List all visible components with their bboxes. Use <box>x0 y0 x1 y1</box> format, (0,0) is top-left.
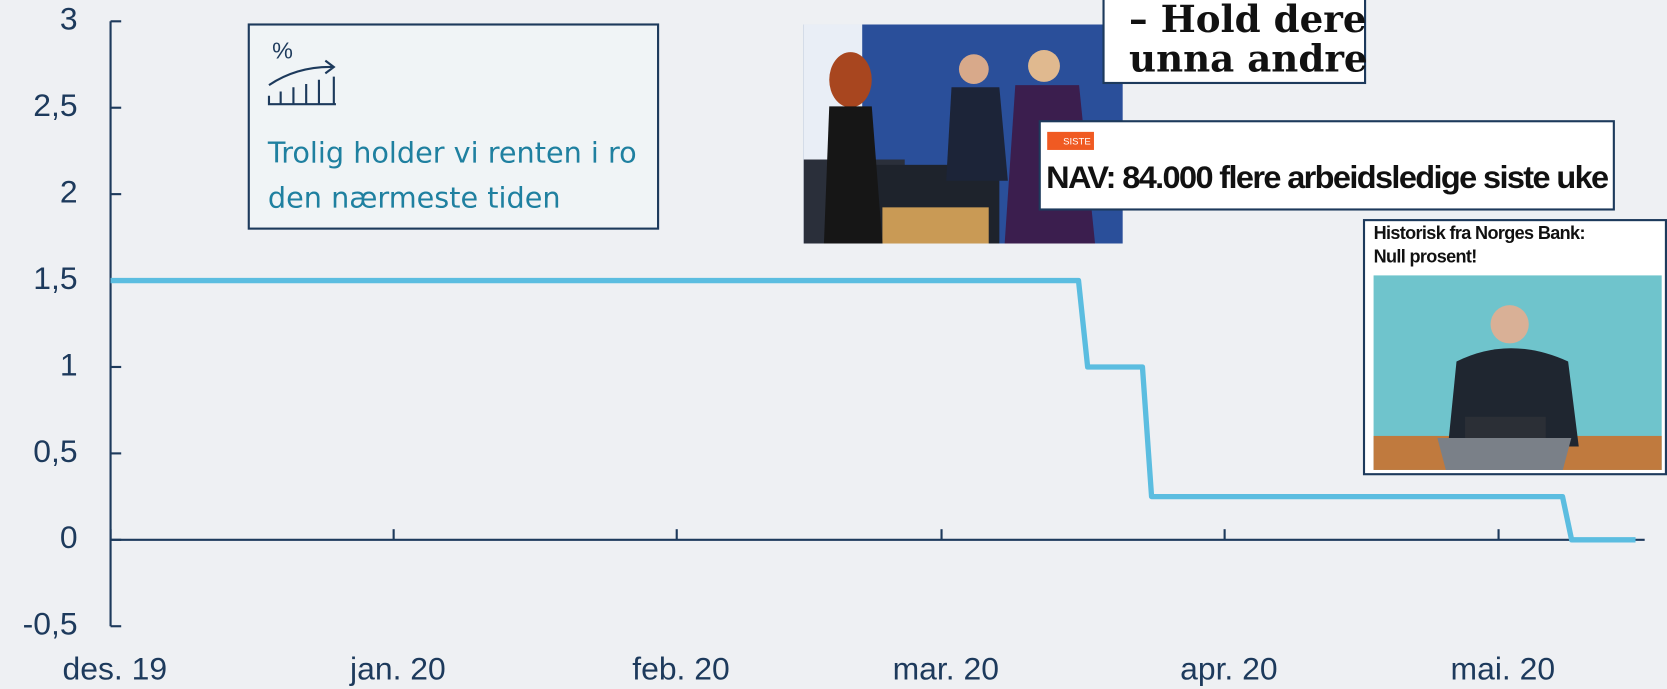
y-tick-label: 1,5 <box>33 260 77 296</box>
info-text: den nærmeste tiden <box>268 180 561 214</box>
headline: unna andre <box>1129 36 1368 80</box>
axes: -0,5 0 0,5 1 1,5 2 2,5 3 des. 19 jan. 20 feb. 20 ma… <box>23 1 1645 686</box>
news-clipping: Historisk fra Norges Bank: Null prosent! <box>1362 219 1667 476</box>
y-tick-label: 3 <box>60 1 78 37</box>
headline: Historisk fra Norges Bank: <box>1374 223 1585 243</box>
info-box: % Trolig holder vi renten i ro den nærme… <box>247 23 660 230</box>
y-tick-label: 0 <box>60 519 78 555</box>
news-clipping: – Hold dere unna andre <box>1102 0 1368 85</box>
headline: NAV: 84.000 flere arbeidsledige siste uk… <box>1046 159 1608 195</box>
y-tick-label: 1 <box>60 346 78 382</box>
badge: SISTE <box>1063 137 1091 148</box>
headline: Null prosent! <box>1374 247 1477 267</box>
y-tick-label: 2,5 <box>33 87 77 123</box>
line <box>110 277 1636 543</box>
y-tick-label: -0,5 <box>23 606 78 642</box>
x-tick-label: feb. 20 <box>632 650 729 686</box>
x-tick-label: apr. 20 <box>1180 650 1277 686</box>
info-text: Trolig holder vi renten i ro <box>267 136 637 170</box>
x-tick-label: des. 19 <box>63 650 168 686</box>
x-tick-label: mar. 20 <box>893 650 999 686</box>
news-clipping: SISTE NAV: 84.000 flere arbeidsledige si… <box>1038 120 1615 211</box>
headline: – Hold dere <box>1129 0 1366 41</box>
percent-icon: % <box>272 38 293 64</box>
x-tick-label: mai. 20 <box>1451 650 1556 686</box>
y-tick-label: 0,5 <box>33 433 77 469</box>
x-tick-label: jan. 20 <box>349 650 446 686</box>
y-tick-label: 2 <box>60 174 78 210</box>
